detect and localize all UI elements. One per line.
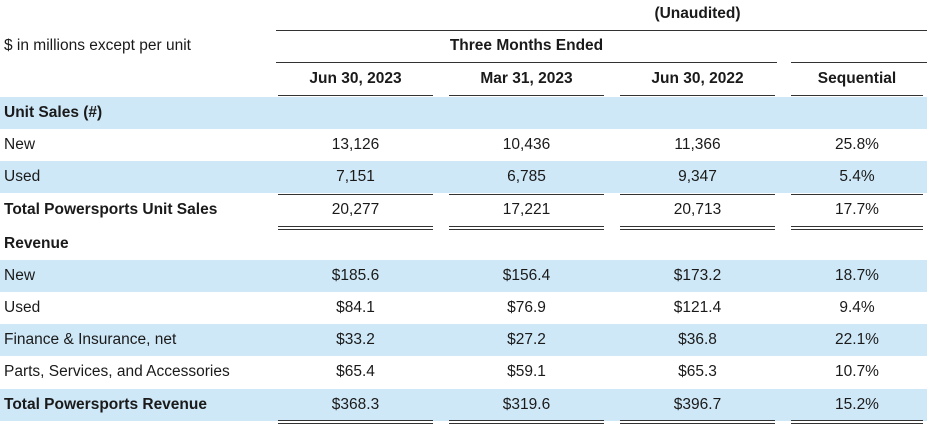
cell-sequential: 15.2%: [835, 396, 879, 413]
subtotal-rule: [278, 194, 433, 195]
cell-sequential: 9.4%: [839, 299, 875, 316]
cell-jun-2022: 11,366: [674, 136, 721, 153]
cell-jun-2023: 20,277: [331, 201, 380, 218]
row-label: Total Powersports Revenue: [4, 396, 207, 413]
cell-sequential: 25.8%: [835, 136, 879, 153]
row-label: New: [4, 136, 36, 153]
table-row: Total Powersports Unit Sales 20,277 17,2…: [0, 194, 927, 226]
table-row: Used 7,151 6,785 9,347 5.4%: [0, 161, 927, 193]
col-rule-3: [620, 95, 775, 96]
column-header-mar-2023: Mar 31, 2023: [480, 70, 573, 87]
table-row: Revenue: [0, 228, 927, 260]
cell-jun-2023: $185.6: [331, 267, 380, 284]
sequential-top-rule: [791, 62, 927, 63]
row-label: Parts, Services, and Accessories: [4, 363, 230, 380]
cell-sequential: 5.4%: [839, 168, 875, 185]
header-top-rule: [276, 30, 927, 31]
period-group-label: Three Months Ended: [449, 37, 604, 54]
total-double-rule: [278, 226, 433, 230]
column-header-sequential: Sequential: [817, 70, 897, 87]
cell-jun-2023: $368.3: [331, 396, 380, 413]
row-label: Unit Sales (#): [4, 104, 103, 121]
table-row: New $185.6 $156.4 $173.2 18.7%: [0, 260, 927, 292]
column-header-jun-2023: Jun 30, 2023: [309, 70, 402, 87]
cell-jun-2023: 7,151: [336, 168, 375, 185]
total-double-rule: [791, 226, 923, 230]
cell-mar-2023: $156.4: [502, 267, 551, 284]
table-row: Finance & Insurance, net $33.2 $27.2 $36…: [0, 324, 927, 356]
cell-mar-2023: 10,436: [502, 136, 551, 153]
total-double-rule: [449, 226, 604, 230]
table-row: Unit Sales (#): [0, 97, 927, 129]
cell-jun-2023: $33.2: [336, 331, 375, 348]
cell-mar-2023: 6,785: [507, 168, 546, 185]
total-double-rule: [449, 420, 604, 424]
cell-jun-2022: $121.4: [673, 299, 722, 316]
subtotal-rule: [620, 194, 775, 195]
row-label: Used: [4, 168, 41, 185]
col-rule-1: [278, 95, 433, 96]
row-label: Used: [4, 299, 41, 316]
row-label: New: [4, 267, 36, 284]
cell-mar-2023: $319.6: [502, 396, 551, 413]
total-double-rule: [791, 420, 923, 424]
cell-sequential: 10.7%: [835, 363, 879, 380]
total-double-rule: [620, 420, 775, 424]
col-rule-2: [449, 95, 604, 96]
cell-mar-2023: $76.9: [507, 299, 546, 316]
cell-jun-2022: $396.7: [673, 396, 722, 413]
cell-mar-2023: 17,221: [502, 201, 551, 218]
table-row: New 13,126 10,436 11,366 25.8%: [0, 129, 927, 161]
cell-jun-2022: 20,713: [673, 201, 722, 218]
cell-sequential: 17.7%: [835, 201, 879, 218]
cell-sequential: 18.7%: [835, 267, 879, 284]
cell-jun-2022: 9,347: [678, 168, 717, 185]
subtotal-rule: [449, 194, 604, 195]
period-group-rule: [276, 62, 777, 63]
cell-jun-2022: $173.2: [673, 267, 722, 284]
cell-jun-2023: 13,126: [331, 136, 380, 153]
cell-mar-2023: $59.1: [507, 363, 546, 380]
unaudited-label: (Unaudited): [654, 5, 741, 22]
cell-jun-2023: $84.1: [336, 299, 375, 316]
column-header-jun-2022: Jun 30, 2022: [651, 70, 744, 87]
table-row: Total Powersports Revenue $368.3 $319.6 …: [0, 389, 927, 421]
subtotal-rule: [791, 194, 923, 195]
row-label: Revenue: [4, 235, 69, 252]
table-row: Parts, Services, and Accessories $65.4 $…: [0, 356, 927, 388]
total-double-rule: [278, 420, 433, 424]
cell-mar-2023: $27.2: [507, 331, 546, 348]
cell-jun-2023: $65.4: [336, 363, 375, 380]
units-note: $ in millions except per unit: [4, 37, 191, 54]
total-double-rule: [620, 226, 775, 230]
row-label: Total Powersports Unit Sales: [4, 201, 218, 218]
cell-sequential: 22.1%: [835, 331, 879, 348]
table-row: Used $84.1 $76.9 $121.4 9.4%: [0, 292, 927, 324]
row-label: Finance & Insurance, net: [4, 331, 177, 348]
col-rule-4: [791, 95, 923, 96]
cell-jun-2022: $36.8: [678, 331, 717, 348]
cell-jun-2022: $65.3: [678, 363, 717, 380]
